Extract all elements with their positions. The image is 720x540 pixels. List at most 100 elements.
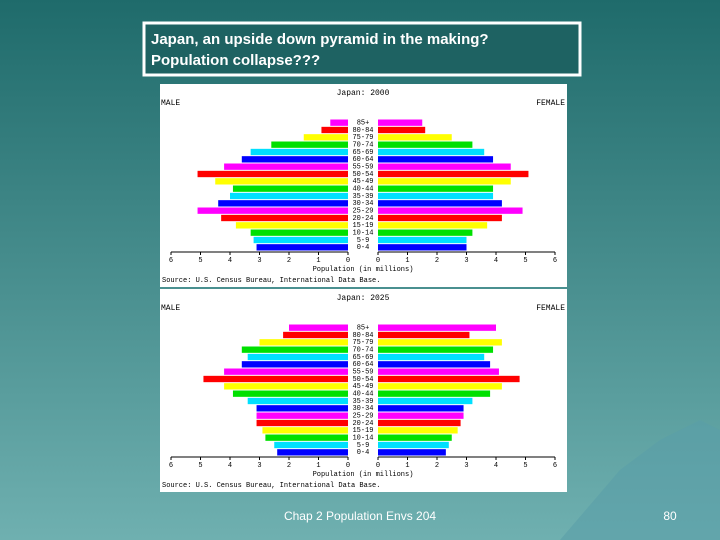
source-note: Source: U.S. Census Bureau, Internationa… xyxy=(162,482,380,490)
bar-female xyxy=(378,324,496,331)
slide-title: Japan, an upside down pyramid in the mak… xyxy=(151,31,489,48)
bar-female xyxy=(378,427,458,434)
x-tick-label: 2 xyxy=(435,462,439,470)
footer: Chap 2 Population Envs 204 xyxy=(284,509,436,523)
bar-male xyxy=(256,419,348,427)
bar-female xyxy=(378,141,473,148)
x-tick-label: 5 xyxy=(198,257,202,265)
bar-female xyxy=(378,229,473,236)
x-tick-label: 0 xyxy=(376,257,380,265)
bar-female xyxy=(378,412,464,419)
bar-male xyxy=(230,192,348,200)
bar-female xyxy=(378,339,502,346)
bar-female xyxy=(378,170,529,178)
x-tick-label: 2 xyxy=(435,257,439,265)
legend-male: MALE xyxy=(161,99,180,108)
bar-male xyxy=(277,449,348,456)
bar-female xyxy=(378,390,491,397)
age-label: 80-84 xyxy=(352,332,373,340)
bar-female xyxy=(378,222,488,229)
chart-title: Japan: 2025 xyxy=(337,294,390,303)
age-label: 5-9 xyxy=(357,237,370,245)
page-number: 80 xyxy=(663,509,677,523)
chart-background xyxy=(160,289,567,492)
bar-female xyxy=(378,449,446,456)
bar-female xyxy=(378,405,464,412)
age-label: 30-34 xyxy=(352,200,373,208)
bar-male xyxy=(259,339,348,346)
bar-female xyxy=(378,346,494,353)
x-tick-label: 4 xyxy=(494,257,498,265)
age-label: 80-84 xyxy=(352,127,373,135)
x-tick-label: 1 xyxy=(316,257,320,265)
age-label: 85+ xyxy=(357,120,370,128)
bar-male xyxy=(218,200,348,207)
bar-female xyxy=(378,419,461,427)
age-label: 10-14 xyxy=(352,435,373,443)
age-label: 70-74 xyxy=(352,142,373,150)
x-tick-label: 6 xyxy=(169,462,173,470)
age-label: 5-9 xyxy=(357,442,370,450)
bar-male xyxy=(265,434,348,441)
x-axis-label: Population (in millions) xyxy=(313,471,414,479)
bar-male xyxy=(215,178,348,185)
bar-male xyxy=(247,397,348,405)
bar-female xyxy=(378,200,502,207)
bar-male xyxy=(247,353,348,361)
bar-female xyxy=(378,361,491,368)
decor xyxy=(560,420,720,540)
bar-female xyxy=(378,178,511,185)
age-label: 20-24 xyxy=(352,420,373,428)
bar-female xyxy=(378,185,494,192)
bar-female xyxy=(378,192,494,200)
bar-female xyxy=(378,441,449,449)
pyramid-chart: Japan: 2000 MALE FEMALE 0-45-910-1415-1920-… xyxy=(160,84,567,287)
bar-male xyxy=(241,346,348,353)
age-label: 75-79 xyxy=(352,134,373,142)
x-tick-label: 3 xyxy=(257,462,261,470)
age-label: 55-59 xyxy=(352,369,373,377)
chart-background xyxy=(160,84,567,287)
age-label: 20-24 xyxy=(352,215,373,223)
x-tick-label: 6 xyxy=(169,257,173,265)
bar-male xyxy=(221,214,348,222)
bar-male xyxy=(224,383,348,390)
bar-female xyxy=(378,134,452,141)
slide-title: Population collapse??? xyxy=(151,52,320,69)
bar-male xyxy=(232,185,348,192)
age-label: 60-64 xyxy=(352,156,373,164)
age-label: 70-74 xyxy=(352,347,373,355)
bar-male xyxy=(235,222,348,229)
legend-female: FEMALE xyxy=(536,99,565,108)
age-label: 40-44 xyxy=(352,186,373,194)
x-tick-label: 2 xyxy=(287,462,291,470)
age-label: 35-39 xyxy=(352,398,373,406)
x-tick-label: 5 xyxy=(523,257,527,265)
source-note: Source: U.S. Census Bureau, Internationa… xyxy=(162,277,380,285)
bar-male xyxy=(289,324,348,331)
bar-male xyxy=(262,427,348,434)
bar-female xyxy=(378,383,502,390)
legend-female: FEMALE xyxy=(536,304,565,313)
x-tick-label: 5 xyxy=(523,462,527,470)
bar-female xyxy=(378,207,523,214)
age-label: 65-69 xyxy=(352,149,373,157)
age-label: 0-4 xyxy=(357,449,370,457)
x-tick-label: 4 xyxy=(228,257,232,265)
bar-male xyxy=(256,405,348,412)
bar-male xyxy=(224,368,348,375)
bar-female xyxy=(378,331,470,339)
bar-male xyxy=(224,163,348,170)
legend-male: MALE xyxy=(161,304,180,313)
age-label: 35-39 xyxy=(352,193,373,201)
x-axis-label: Population (in millions) xyxy=(313,266,414,274)
bar-female xyxy=(378,148,485,156)
x-tick-label: 0 xyxy=(346,462,350,470)
bar-male xyxy=(253,236,348,244)
x-tick-label: 1 xyxy=(405,257,409,265)
bar-female xyxy=(378,126,426,134)
age-label: 25-29 xyxy=(352,413,373,421)
